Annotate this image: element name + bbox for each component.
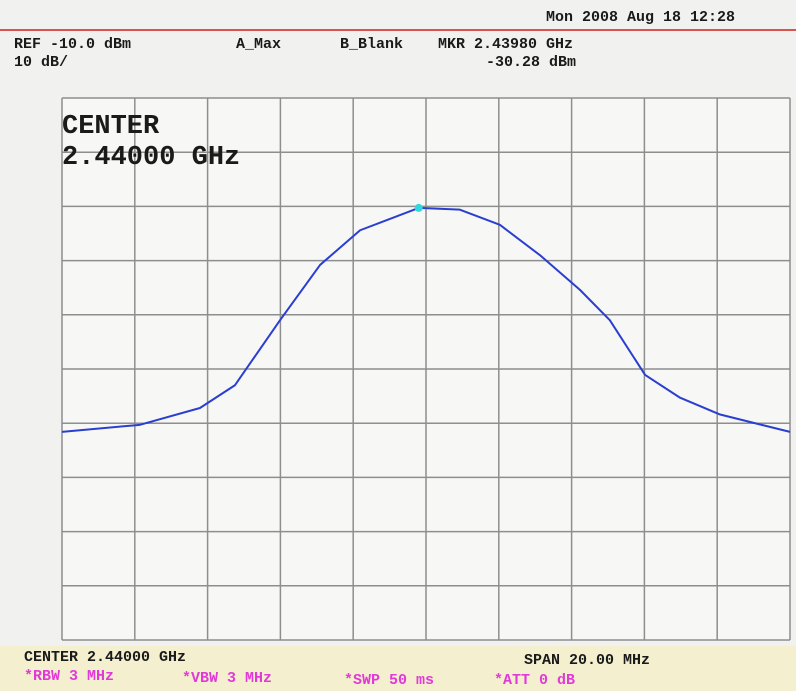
center-value: 2.44000 GHz	[62, 143, 240, 173]
center-frequency: CENTER 2.44000 GHz	[24, 649, 186, 666]
scale: 10 dB/	[14, 54, 68, 71]
trace-b: B_Blank	[340, 36, 403, 53]
status-bar	[0, 646, 796, 691]
trace-a: A_Max	[236, 36, 281, 53]
sweep: *SWP 50 ms	[344, 672, 434, 689]
vbw: *VBW 3 MHz	[182, 670, 272, 687]
center-title: CENTER	[62, 112, 160, 142]
attenuation: *ATT 0 dB	[494, 672, 575, 689]
marker-frequency: MKR 2.43980 GHz	[438, 36, 573, 53]
marker-dot	[414, 203, 423, 212]
ref-level: REF -10.0 dBm	[14, 36, 131, 53]
rbw: *RBW 3 MHz	[24, 668, 114, 685]
span: SPAN 20.00 MHz	[524, 652, 650, 669]
marker-level: -30.28 dBm	[486, 54, 576, 71]
trace	[61, 206, 791, 433]
datetime: Mon 2008 Aug 18 12:28	[546, 9, 735, 26]
